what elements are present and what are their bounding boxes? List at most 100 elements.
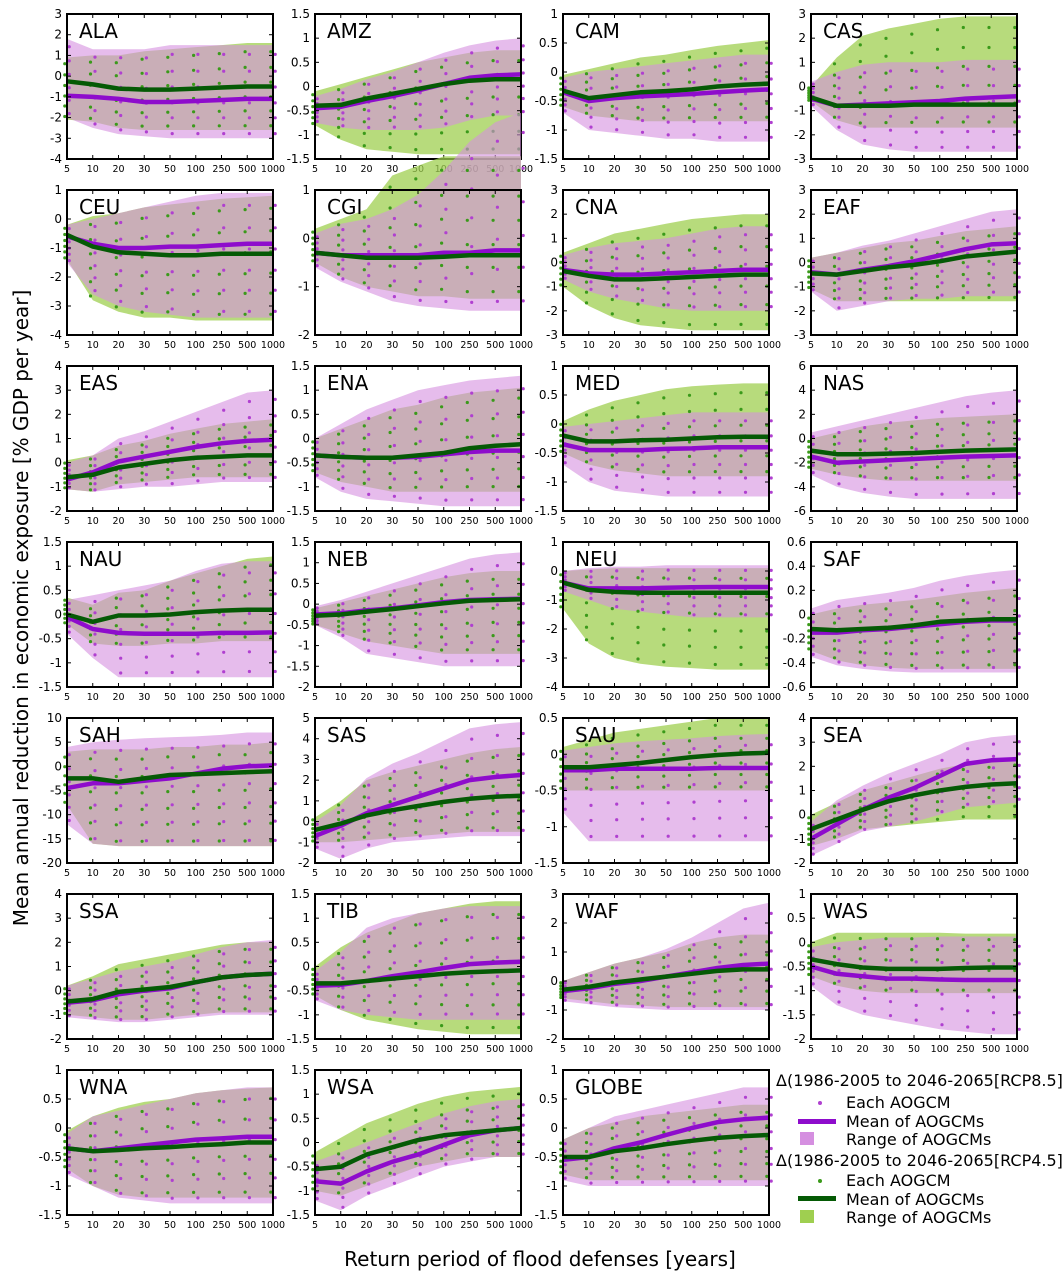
aogcm-point-rcp85 xyxy=(837,86,841,90)
y-tick-label: 0 xyxy=(798,432,806,446)
aogcm-point-rcp85 xyxy=(495,85,499,89)
aogcm-point-rcp85 xyxy=(769,61,773,65)
aogcm-point-rcp45 xyxy=(166,110,170,114)
aogcm-point-rcp45 xyxy=(114,807,118,812)
aogcm-point-rcp85 xyxy=(811,471,815,475)
aogcm-point-rcp45 xyxy=(192,1156,196,1160)
aogcm-point-rcp45 xyxy=(311,622,315,626)
aogcm-point-rcp85 xyxy=(392,279,396,283)
aogcm-point-rcp45 xyxy=(388,284,392,288)
aogcm-point-rcp45 xyxy=(114,1015,118,1019)
y-tick-label: -1 xyxy=(50,1179,62,1193)
aogcm-point-rcp85 xyxy=(940,476,944,480)
aogcm-point-rcp45 xyxy=(491,1106,495,1110)
aogcm-point-rcp85 xyxy=(914,944,918,948)
y-tick-label: -4 xyxy=(546,680,558,694)
aogcm-point-rcp85 xyxy=(444,478,448,482)
aogcm-point-rcp45 xyxy=(935,817,940,821)
aogcm-point-rcp85 xyxy=(418,760,422,764)
aogcm-point-rcp85 xyxy=(521,659,525,663)
aogcm-point-rcp85 xyxy=(940,269,944,273)
aogcm-point-rcp85 xyxy=(666,291,670,295)
aogcm-point-rcp85 xyxy=(93,464,97,468)
aogcm-point-rcp85 xyxy=(521,1133,525,1137)
aogcm-point-rcp85 xyxy=(247,801,251,805)
aogcm-point-rcp45 xyxy=(713,785,717,789)
y-tick-label: -1.5 xyxy=(535,152,558,166)
aogcm-point-rcp85 xyxy=(811,982,815,986)
aogcm-point-rcp45 xyxy=(935,274,940,278)
aogcm-point-rcp45 xyxy=(217,312,221,316)
aogcm-point-rcp85 xyxy=(315,997,319,1001)
aogcm-point-rcp45 xyxy=(491,755,495,760)
aogcm-point-rcp45 xyxy=(559,87,563,91)
aogcm-point-rcp85 xyxy=(692,943,696,947)
aogcm-point-rcp85 xyxy=(563,588,567,592)
aogcm-point-rcp45 xyxy=(243,425,247,429)
aogcm-point-rcp85 xyxy=(170,231,174,235)
aogcm-point-rcp45 xyxy=(517,265,521,269)
aogcm-point-rcp45 xyxy=(243,753,247,757)
aogcm-point-rcp45 xyxy=(910,663,914,668)
aogcm-point-rcp85 xyxy=(769,798,773,803)
aogcm-point-rcp85 xyxy=(991,777,996,781)
aogcm-point-rcp85 xyxy=(367,934,371,939)
aogcm-point-rcp85 xyxy=(418,125,422,129)
aogcm-point-rcp45 xyxy=(362,1139,366,1143)
aogcm-point-rcp45 xyxy=(584,460,589,464)
aogcm-point-rcp45 xyxy=(465,1026,469,1030)
aogcm-point-rcp85 xyxy=(93,264,97,268)
aogcm-point-rcp85 xyxy=(615,426,619,430)
aogcm-point-rcp85 xyxy=(940,650,944,654)
aogcm-point-rcp85 xyxy=(615,128,619,132)
aogcm-point-rcp45 xyxy=(269,1096,273,1100)
aogcm-point-rcp45 xyxy=(63,94,67,98)
aogcm-point-rcp85 xyxy=(144,115,148,119)
aogcm-point-rcp85 xyxy=(144,640,148,645)
aogcm-point-rcp85 xyxy=(888,256,893,260)
aogcm-point-rcp45 xyxy=(765,953,769,957)
aogcm-point-rcp45 xyxy=(192,1173,196,1177)
aogcm-point-rcp85 xyxy=(589,1171,593,1175)
aogcm-point-rcp85 xyxy=(495,828,499,833)
aogcm-point-rcp85 xyxy=(495,110,499,114)
aogcm-point-rcp45 xyxy=(910,465,914,470)
aogcm-point-rcp45 xyxy=(63,755,67,759)
aogcm-point-rcp85 xyxy=(615,294,619,298)
aogcm-point-rcp85 xyxy=(196,580,200,584)
aogcm-point-rcp45 xyxy=(807,285,811,290)
mean-line-rcp45 xyxy=(563,1132,770,1160)
aogcm-point-rcp45 xyxy=(311,99,315,103)
aogcm-point-rcp45 xyxy=(517,1104,521,1109)
aogcm-point-rcp85 xyxy=(315,119,319,123)
x-tick-label: 500 xyxy=(486,340,504,351)
aogcm-point-rcp45 xyxy=(414,288,418,292)
aogcm-point-rcp85 xyxy=(418,204,422,208)
aogcm-point-rcp45 xyxy=(935,263,940,267)
aogcm-point-rcp45 xyxy=(739,1174,743,1178)
aogcm-point-rcp45 xyxy=(63,621,67,625)
aogcm-point-rcp45 xyxy=(687,594,692,598)
aogcm-point-rcp45 xyxy=(884,296,888,300)
aogcm-point-rcp85 xyxy=(367,224,371,228)
aogcm-point-rcp85 xyxy=(273,429,277,434)
aogcm-point-rcp45 xyxy=(910,256,914,260)
aogcm-point-rcp45 xyxy=(636,625,640,630)
aogcm-point-rcp85 xyxy=(666,268,670,272)
x-tick-label: 10 xyxy=(87,164,99,175)
aogcm-point-rcp85 xyxy=(93,1158,97,1162)
x-tick-label: 50 xyxy=(908,340,920,351)
aogcm-point-rcp45 xyxy=(935,988,940,992)
aogcm-point-rcp45 xyxy=(807,821,811,826)
aogcm-point-rcp85 xyxy=(392,443,396,448)
aogcm-point-rcp45 xyxy=(662,610,666,615)
range-band-rcp85 xyxy=(563,226,769,311)
aogcm-point-rcp45 xyxy=(491,1140,495,1144)
aogcm-point-rcp85 xyxy=(495,1012,499,1016)
aogcm-point-rcp45 xyxy=(243,580,247,584)
aogcm-point-rcp85 xyxy=(811,103,815,107)
aogcm-point-rcp45 xyxy=(465,1108,469,1112)
aogcm-point-rcp85 xyxy=(470,435,474,439)
aogcm-point-rcp85 xyxy=(418,477,422,481)
aogcm-point-rcp45 xyxy=(610,1000,614,1004)
